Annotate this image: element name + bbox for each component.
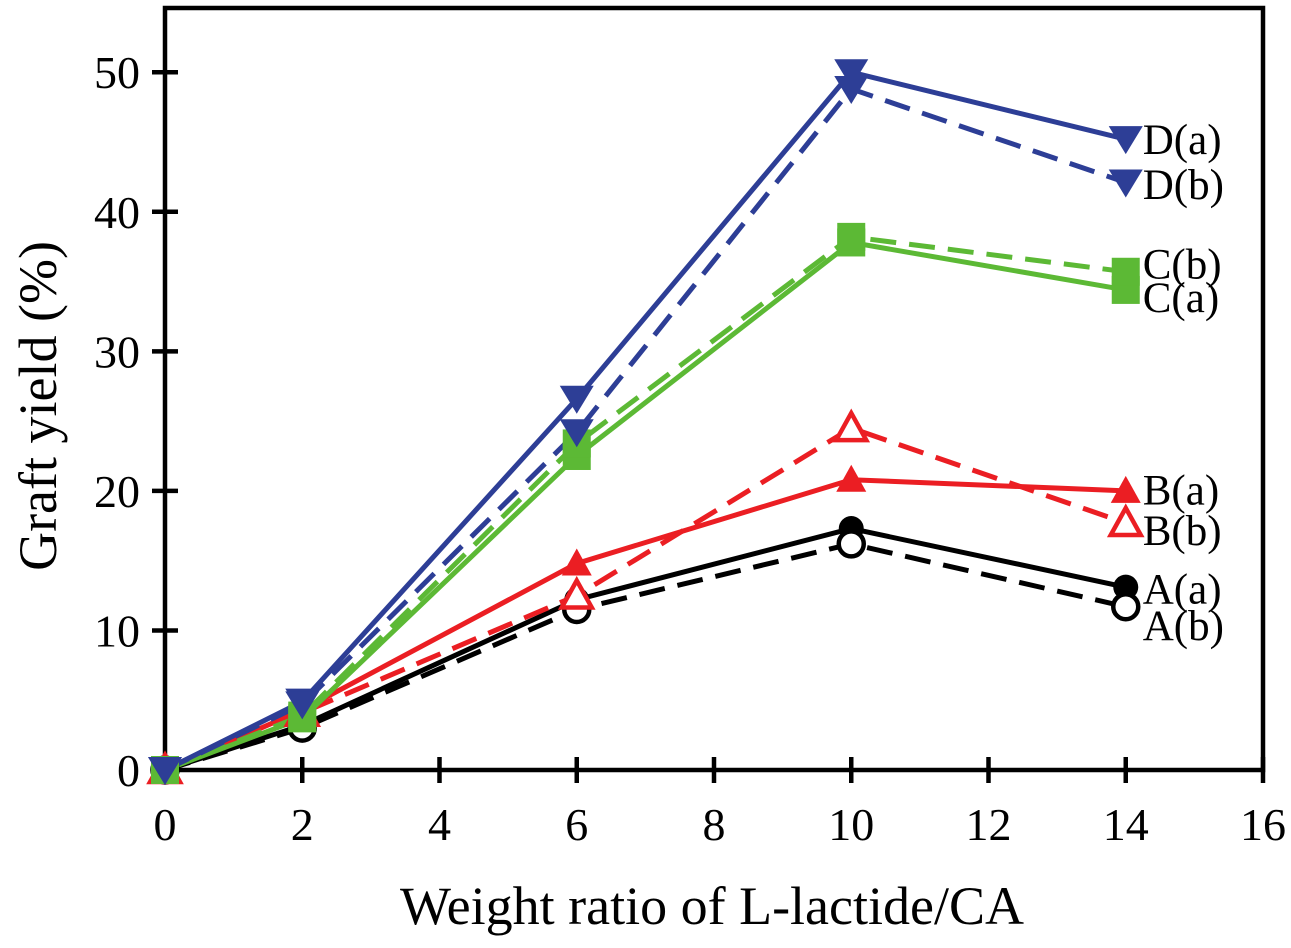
- y-axis-title: Graft yield (%): [8, 241, 68, 571]
- series-label-C(b): C(b): [1143, 241, 1222, 288]
- x-tick-label: 4: [428, 799, 451, 850]
- triangle-down-marker-D(b): [834, 75, 869, 104]
- triangle-down-marker-D(b): [559, 419, 594, 448]
- triangle-up-marker-B(a): [836, 464, 867, 492]
- square-marker-C(b): [837, 222, 866, 251]
- triangle-down-marker-D(b): [285, 691, 320, 720]
- y-tick-label: 0: [117, 745, 140, 796]
- triangle-down-marker-D(a): [1108, 126, 1143, 155]
- x-tick-label: 6: [565, 799, 588, 850]
- triangle-up-marker-B(a): [1110, 475, 1141, 503]
- triangle-down-marker-D(b): [1108, 169, 1143, 198]
- y-tick-label: 10: [94, 605, 140, 656]
- x-tick-label: 8: [703, 799, 726, 850]
- triangle-up-marker-B(b): [557, 575, 596, 610]
- y-tick-label: 30: [94, 326, 140, 377]
- x-tick-label: 14: [1103, 799, 1149, 850]
- triangle-down-marker-D(b): [148, 757, 182, 785]
- triangle-up-marker-B(b): [832, 408, 871, 443]
- triangle-up-marker-B(b): [1106, 503, 1145, 538]
- series-line-D(b): [163, 86, 1127, 773]
- series-label-D(a): D(a): [1143, 117, 1222, 164]
- axis-frame: [162, 5, 1266, 773]
- circle-marker-A(b): [836, 529, 866, 559]
- x-tick-label: 16: [1240, 799, 1286, 850]
- series-label-D(b): D(b): [1143, 162, 1224, 209]
- triangle-up-marker-B(a): [561, 548, 592, 576]
- x-axis-title: Weight ratio of L-lactide/CA: [400, 876, 1024, 936]
- circle-marker-A(b): [1111, 591, 1141, 622]
- x-tick-label: 12: [966, 799, 1012, 850]
- square-marker-C(b): [1111, 257, 1140, 286]
- series-label-B(b): B(b): [1143, 508, 1222, 555]
- series-label-B(a): B(a): [1143, 467, 1219, 514]
- x-tick-label: 2: [291, 799, 314, 850]
- x-tick-label: 10: [828, 799, 874, 850]
- series-label-A(b): A(b): [1143, 603, 1224, 650]
- series-line-D(a): [163, 69, 1127, 773]
- series-label-A(a): A(a): [1143, 567, 1222, 614]
- y-tick-label: 40: [94, 187, 140, 238]
- triangle-down-marker-D(a): [559, 385, 594, 414]
- triangle-down-marker-D(a): [834, 59, 869, 88]
- series-label-C(a): C(a): [1143, 275, 1219, 322]
- x-tick-label: 0: [154, 799, 177, 850]
- series-line-C(b): [164, 234, 1127, 773]
- y-tick-label: 50: [94, 47, 140, 98]
- y-tick-label: 20: [94, 466, 140, 517]
